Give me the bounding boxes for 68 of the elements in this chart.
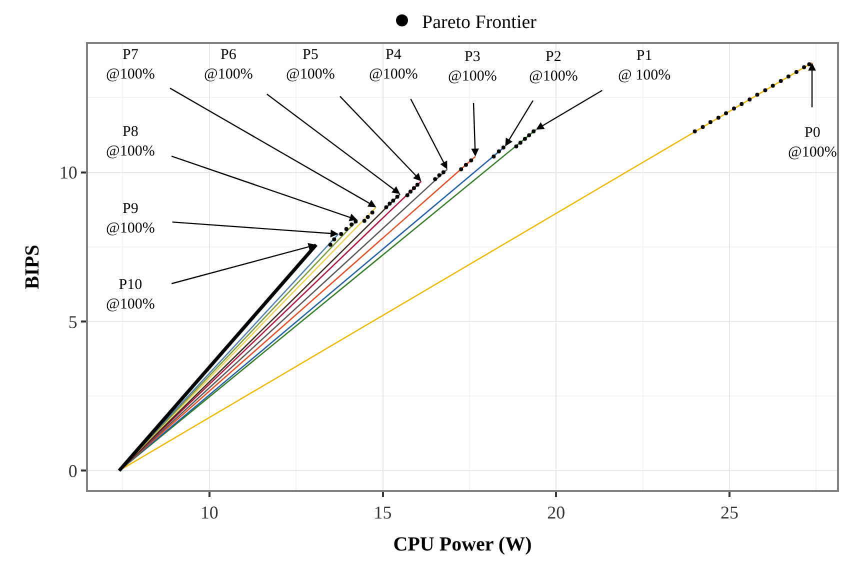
point bbox=[339, 232, 344, 236]
x-axis-title: CPU Power (W) bbox=[393, 534, 532, 556]
x-tick-label: 10 bbox=[200, 502, 218, 523]
point bbox=[708, 120, 712, 124]
point bbox=[518, 140, 522, 145]
legend-label: Pareto Frontier bbox=[422, 12, 538, 33]
point bbox=[344, 226, 348, 231]
y-tick-label: 0 bbox=[68, 460, 78, 481]
annotation: P10 @100% bbox=[106, 277, 155, 312]
point bbox=[732, 106, 736, 110]
point bbox=[405, 193, 410, 198]
point bbox=[366, 215, 370, 220]
point bbox=[716, 116, 720, 120]
y-axis-title: BIPS bbox=[21, 244, 44, 290]
point bbox=[740, 102, 744, 106]
point bbox=[496, 149, 501, 154]
point bbox=[778, 78, 783, 83]
point bbox=[415, 182, 420, 187]
annotation: P8 @100% bbox=[106, 124, 155, 160]
point bbox=[384, 205, 388, 210]
point bbox=[700, 124, 705, 129]
point bbox=[362, 218, 366, 223]
point bbox=[724, 111, 728, 116]
point bbox=[807, 62, 812, 66]
point bbox=[527, 133, 532, 138]
point bbox=[391, 198, 396, 203]
point bbox=[433, 177, 438, 182]
x-tick-label: 25 bbox=[720, 502, 738, 523]
point bbox=[763, 88, 768, 92]
point bbox=[412, 186, 416, 190]
point bbox=[522, 136, 527, 141]
point bbox=[514, 144, 518, 148]
point bbox=[354, 220, 358, 224]
point bbox=[328, 242, 332, 247]
point bbox=[395, 194, 400, 199]
annotation: P4 @100% bbox=[369, 47, 418, 82]
point bbox=[408, 190, 412, 194]
point bbox=[692, 129, 697, 134]
point bbox=[501, 146, 506, 150]
point bbox=[532, 129, 536, 134]
annotation: P5 @100% bbox=[286, 47, 335, 82]
point bbox=[332, 237, 336, 242]
point bbox=[370, 210, 374, 215]
point bbox=[469, 158, 474, 162]
point bbox=[459, 167, 464, 172]
point bbox=[786, 74, 790, 79]
y-tick-label: 5 bbox=[68, 312, 78, 332]
point bbox=[441, 170, 446, 174]
point bbox=[794, 70, 798, 74]
annotation: P2 @100% bbox=[529, 49, 578, 84]
point bbox=[350, 222, 354, 226]
point bbox=[464, 162, 468, 167]
point bbox=[770, 84, 775, 88]
x-tick-label: 20 bbox=[547, 502, 566, 523]
point bbox=[388, 202, 392, 206]
annotation: P9 @100% bbox=[106, 201, 155, 236]
x-tick-label: 15 bbox=[374, 502, 392, 523]
annotation: P0 @100% bbox=[788, 125, 837, 160]
annotation: P3 @100% bbox=[448, 49, 497, 84]
y-tick-label: 10 bbox=[59, 162, 78, 183]
annotation: P7 @100% bbox=[106, 47, 155, 82]
annotation: P6 @100% bbox=[204, 47, 253, 82]
point bbox=[755, 92, 760, 97]
point bbox=[492, 154, 496, 158]
annotation: P1 @ 100% bbox=[618, 48, 671, 84]
point bbox=[748, 97, 752, 102]
point bbox=[802, 65, 806, 70]
point bbox=[437, 173, 442, 178]
